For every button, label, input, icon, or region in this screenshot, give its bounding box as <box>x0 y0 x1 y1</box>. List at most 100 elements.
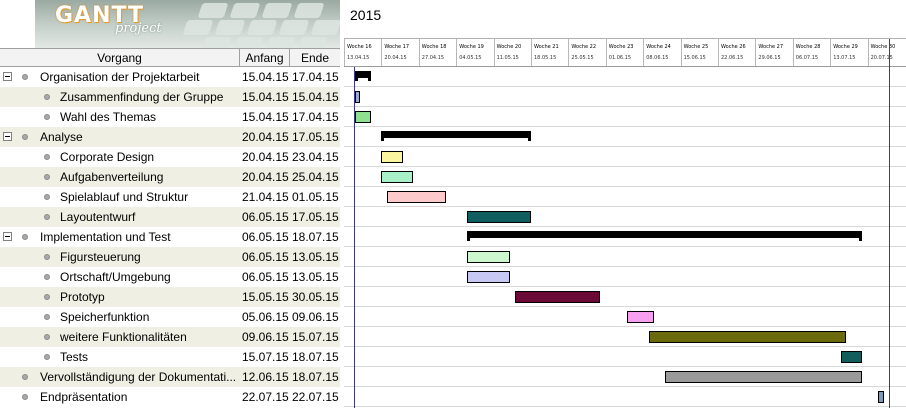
gantt-row <box>344 307 906 327</box>
task-name: Implementation und Test <box>40 230 171 244</box>
task-start-date: 20.04.15 <box>242 150 289 164</box>
week-column: Woche 17 20.04.15 <box>381 39 418 66</box>
gantt-row <box>344 207 906 227</box>
task-end-date: 15.04.15 <box>292 90 339 104</box>
task-row[interactable]: Prototyp 15.05.15 30.05.15 <box>0 287 340 307</box>
task-end-date: 18.07.15 <box>292 370 339 384</box>
summary-task-bar[interactable] <box>466 231 863 241</box>
timeline-year: 2015 <box>350 7 382 23</box>
column-header-task[interactable]: Vorgang <box>0 49 240 67</box>
task-bar[interactable] <box>354 111 371 123</box>
task-start-date: 15.04.15 <box>242 90 289 104</box>
task-start-date: 06.05.15 <box>242 250 289 264</box>
week-label: Woche 21 <box>534 44 559 50</box>
week-column: Woche 23 01.06.15 <box>605 39 643 66</box>
task-row[interactable]: Corporate Design 20.04.15 23.04.15 <box>0 147 340 167</box>
task-row[interactable]: weitere Funktionalitäten 09.06.15 15.07.15 <box>0 327 340 347</box>
task-row[interactable]: Vervollständigung der Dokumentati... 12.0… <box>0 367 340 387</box>
gantt-row <box>344 147 906 167</box>
task-name: Vervollständigung der Dokumentati... <box>40 370 237 384</box>
task-bullet-icon <box>44 254 50 260</box>
week-date: 13.04.15 <box>347 55 370 61</box>
task-end-date: 13.05.15 <box>292 250 339 264</box>
task-end-date: 09.06.15 <box>292 310 339 324</box>
task-bar[interactable] <box>878 391 884 403</box>
task-row[interactable]: Endpräsentation 22.07.15 22.07.15 <box>0 387 340 407</box>
task-row[interactable]: Aufgabenverteilung 20.04.15 25.04.15 <box>0 167 340 187</box>
task-bar[interactable] <box>514 291 601 303</box>
collapse-toggle-icon[interactable] <box>3 132 12 141</box>
week-label: Woche 18 <box>421 44 447 50</box>
task-end-date: 01.05.15 <box>292 190 339 204</box>
task-bar[interactable] <box>840 351 863 363</box>
column-header-end[interactable]: Ende <box>300 51 330 65</box>
task-bullet-icon <box>44 194 50 200</box>
task-row[interactable]: Implementation und Test 06.05.15 18.07.15 <box>0 227 340 247</box>
task-row[interactable]: Organisation der Projektarbeit 15.04.15 17… <box>0 67 340 87</box>
task-bullet-icon <box>22 134 28 140</box>
task-bullet-icon <box>44 214 50 220</box>
week-column: Woche 21 18.05.15 <box>531 39 568 66</box>
task-row[interactable]: Analyse 20.04.15 17.05.15 <box>0 127 340 147</box>
week-date: 04.05.15 <box>459 55 482 61</box>
week-date: 01.06.15 <box>608 55 632 61</box>
task-name: Organisation der Projektarbeit <box>40 70 200 84</box>
week-column: Woche 22 25.05.15 <box>568 39 605 66</box>
task-name: Zusammenfindung der Gruppe <box>60 90 224 104</box>
task-end-date: 25.04.15 <box>292 170 339 184</box>
task-row[interactable]: Tests 15.07.15 18.07.15 <box>0 347 340 367</box>
week-column: Woche 20 11.05.15 <box>493 39 531 66</box>
gantt-row <box>344 167 906 187</box>
timeline-today-marker <box>888 39 890 408</box>
week-label: Woche 22 <box>571 44 597 50</box>
task-row[interactable]: Figursteuerung 06.05.15 13.05.15 <box>0 247 340 267</box>
task-bar[interactable] <box>466 271 510 283</box>
task-start-date: 21.04.15 <box>242 190 289 204</box>
task-bar[interactable] <box>627 311 654 323</box>
collapse-toggle-icon[interactable] <box>3 232 12 241</box>
collapse-toggle-icon[interactable] <box>3 72 12 81</box>
task-bar[interactable] <box>381 171 414 183</box>
week-date: 13.07.15 <box>833 55 856 61</box>
task-bar[interactable] <box>466 211 531 223</box>
task-row[interactable]: Spielablauf und Struktur 21.04.15 01.05.15 <box>0 187 340 207</box>
task-bar[interactable] <box>354 91 360 103</box>
summary-task-bar[interactable] <box>381 131 531 141</box>
gantt-row <box>344 227 906 247</box>
task-bar[interactable] <box>664 371 863 383</box>
task-start-date: 12.06.15 <box>242 370 289 384</box>
summary-task-bar[interactable] <box>354 71 371 81</box>
task-bar[interactable] <box>386 191 446 203</box>
task-end-date: 17.05.15 <box>292 130 339 144</box>
task-start-date: 06.05.15 <box>242 270 289 284</box>
task-bar[interactable] <box>381 151 403 163</box>
task-row[interactable]: Layoutentwurf 06.05.15 17.05.15 <box>0 207 340 227</box>
task-bullet-icon <box>44 114 50 120</box>
task-bullet-icon <box>44 174 50 180</box>
task-bullet-icon <box>22 394 28 400</box>
week-column: Woche 25 15.06.15 <box>680 39 718 66</box>
column-header-start[interactable]: Anfang <box>240 49 290 67</box>
task-row[interactable]: Ortschaft/Umgebung 06.05.15 13.05.15 <box>0 267 340 287</box>
task-end-date: 30.05.15 <box>292 290 339 304</box>
gantt-row <box>344 87 906 107</box>
week-date: 15.06.15 <box>683 55 706 61</box>
task-start-date: 15.05.15 <box>242 290 289 304</box>
task-row[interactable]: Wahl des Themas 15.04.15 17.04.15 <box>0 107 340 127</box>
task-start-date: 09.06.15 <box>242 330 289 344</box>
task-bar[interactable] <box>648 331 847 343</box>
task-row[interactable]: Zusammenfindung der Gruppe 15.04.15 15.04.… <box>0 87 340 107</box>
task-row[interactable]: Speicherfunktion 05.06.15 09.06.15 <box>0 307 340 327</box>
week-date: 08.06.15 <box>646 55 669 61</box>
task-start-date: 15.04.15 <box>242 110 289 124</box>
task-start-date: 15.07.15 <box>242 350 289 364</box>
task-start-date: 06.05.15 <box>242 230 289 244</box>
week-date: 20.07.15 <box>870 55 893 61</box>
task-bullet-icon <box>22 234 28 240</box>
task-bar[interactable] <box>466 251 510 263</box>
week-column: Woche 19 04.05.15 <box>456 39 493 66</box>
task-start-date: 22.07.15 <box>242 390 289 404</box>
task-name: Aufgabenverteilung <box>60 170 164 184</box>
task-name: Layoutentwurf <box>60 210 136 224</box>
week-column: Woche 27 29.06.15 <box>755 39 792 66</box>
